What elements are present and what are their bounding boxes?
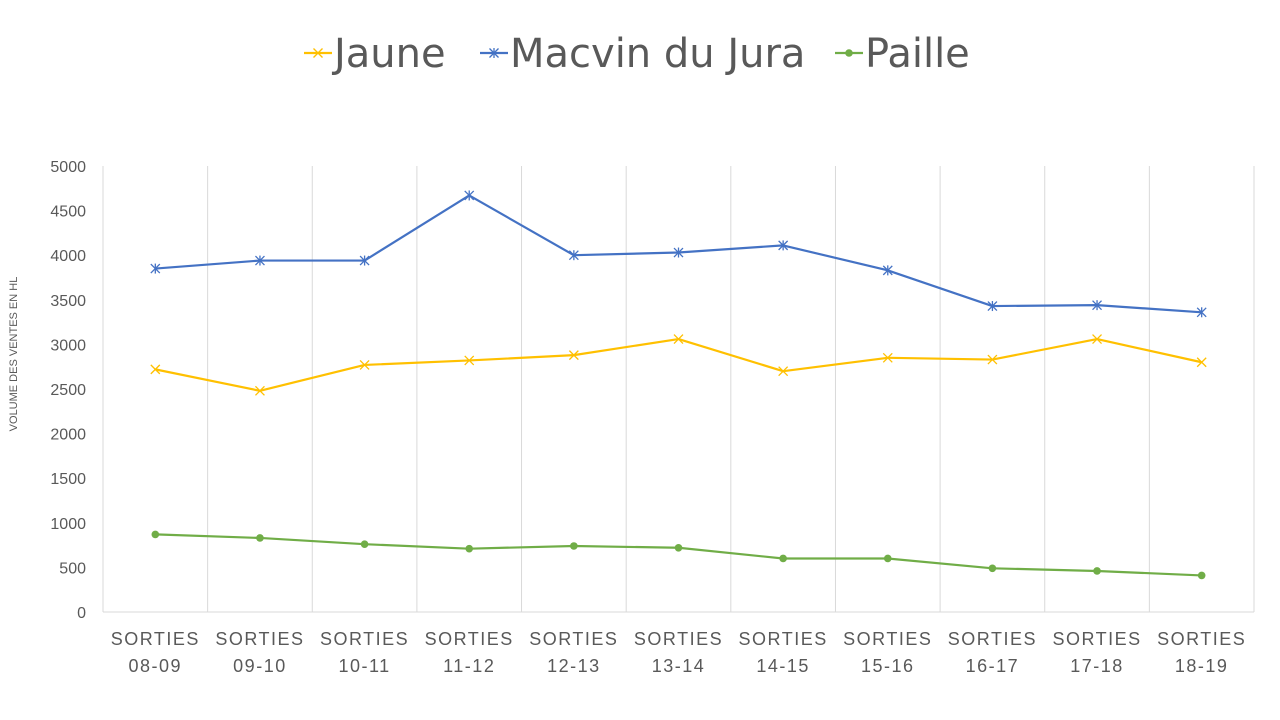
y-tick-label: 500 (59, 560, 86, 577)
y-tick-label: 3000 (50, 337, 86, 354)
series-jaune (150, 334, 1207, 396)
x-tick-label: SORTIES 15-16 (843, 629, 932, 676)
data-point (1196, 357, 1207, 368)
data-point (1093, 567, 1101, 575)
data-point (570, 542, 578, 550)
x-tick-label-line: 08-09 (129, 656, 183, 676)
y-axis-ticks: 0 500 1000 1500 2000 2500 3000 3500 4000 4500 5000 (50, 159, 86, 622)
x-tick-label-line: 13-14 (652, 656, 706, 676)
data-point (1196, 307, 1207, 318)
data-point (1092, 334, 1103, 345)
x-tick-label-line: SORTIES (739, 629, 828, 649)
chart-series (150, 190, 1207, 580)
data-point (254, 385, 265, 396)
x-tick-label: SORTIES 14-15 (739, 629, 828, 676)
chart-grid (102, 166, 1255, 612)
data-point (464, 190, 475, 201)
x-tick-label-line: SORTIES (425, 629, 514, 649)
data-point (845, 49, 853, 57)
chart-legend: Jaune Macvin du Jura Paille (304, 31, 970, 77)
data-point (568, 350, 579, 361)
y-tick-label: 0 (77, 605, 86, 622)
data-point (256, 534, 264, 542)
y-tick-label: 5000 (50, 159, 86, 176)
data-point (360, 540, 369, 549)
x-tick-label-line: 10-11 (338, 656, 390, 676)
x-tick-label-line: SORTIES (1157, 629, 1246, 649)
data-point (464, 355, 475, 366)
legend-label: Macvin du Jura (510, 31, 805, 77)
y-tick-label: 1000 (50, 516, 86, 533)
x-tick-label-line: 18-19 (1175, 656, 1229, 676)
data-point (568, 250, 579, 261)
x-tick-label-line: 16-17 (966, 656, 1020, 676)
data-point (988, 564, 997, 573)
data-point (1092, 300, 1103, 311)
x-tick-label-line: 17-18 (1070, 656, 1124, 676)
data-point (150, 263, 161, 274)
x-tick-label: SORTIES 10-11 (320, 629, 409, 676)
legend-item: Macvin du Jura (480, 31, 805, 77)
x-tick-label-line: SORTIES (320, 629, 409, 649)
x-tick-label: SORTIES 12-13 (529, 629, 618, 676)
data-point (779, 554, 787, 563)
x-tick-label-line: SORTIES (948, 629, 1037, 649)
series-macvin-du-jura (150, 190, 1207, 318)
x-tick-label: SORTIES 09-10 (215, 629, 304, 676)
y-tick-label: 1500 (50, 471, 86, 488)
y-tick-label: 2000 (50, 427, 86, 444)
data-point (882, 352, 893, 363)
data-point (987, 301, 998, 312)
legend-item: Jaune (304, 31, 446, 77)
x-tick-label-line: SORTIES (634, 629, 723, 649)
data-point (254, 255, 265, 266)
data-point (1197, 571, 1206, 580)
x-tick-label-line: SORTIES (111, 629, 200, 649)
x-tick-label-line: 11-12 (443, 656, 495, 676)
legend-label: Paille (865, 31, 970, 77)
legend-item: Paille (835, 31, 970, 77)
data-point (883, 554, 892, 563)
data-point (673, 247, 684, 258)
x-tick-label: SORTIES 18-19 (1157, 629, 1246, 676)
data-point (674, 543, 683, 552)
x-tick-label-line: SORTIES (215, 629, 304, 649)
y-tick-label: 4500 (50, 204, 86, 221)
data-point (313, 48, 323, 58)
data-point (489, 48, 499, 58)
data-point (673, 334, 684, 345)
x-tick-label: SORTIES 11-12 (425, 629, 514, 676)
y-axis-title: VOLUME DES VENTES EN HL (8, 277, 20, 432)
y-tick-label: 3500 (50, 293, 86, 310)
y-tick-label: 2500 (50, 382, 86, 399)
data-point (465, 544, 474, 553)
x-axis-ticks: SORTIES08-09SORTIES09-10SORTIES10-11SORT… (111, 629, 1246, 676)
legend-label: Jaune (331, 31, 446, 77)
data-point (987, 354, 998, 365)
data-point (151, 530, 160, 539)
x-tick-label-line: 12-13 (547, 656, 601, 676)
data-point (150, 364, 161, 375)
data-point (359, 359, 370, 370)
y-tick-label: 4000 (50, 248, 86, 265)
series-paille (151, 530, 1206, 580)
x-tick-label: SORTIES 16-17 (948, 629, 1037, 676)
x-tick-label-line: 15-16 (861, 656, 915, 676)
x-tick-label-line: 09-10 (233, 656, 287, 676)
x-tick-label-line: SORTIES (1052, 629, 1141, 649)
x-tick-label: SORTIES 13-14 (634, 629, 723, 676)
data-point (778, 240, 789, 251)
x-tick-label: SORTIES 17-18 (1052, 629, 1141, 676)
data-point (778, 366, 789, 377)
data-point (359, 255, 370, 266)
data-point (882, 265, 893, 276)
x-tick-label: SORTIES 08-09 (111, 629, 200, 676)
x-tick-label-line: SORTIES (843, 629, 932, 649)
x-tick-label-line: 14-15 (756, 656, 810, 676)
x-tick-label-line: SORTIES (529, 629, 618, 649)
